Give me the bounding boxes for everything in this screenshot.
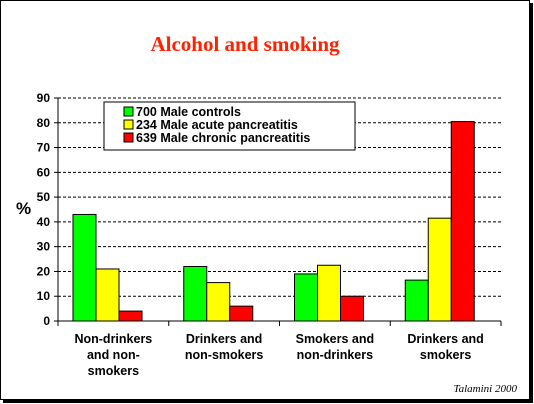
x-category-label: Non-drinkers [74,332,152,346]
source-note: Talamini 2000 [454,383,518,395]
x-category-labels: Non-drinkers and non-smokers Drinkers and n… [74,332,483,378]
y-tick-label: 60 [37,165,51,179]
x-category-label: non-drinkers [297,348,373,362]
bar [317,264,341,322]
bar [118,310,143,322]
y-tick-labels: 0 10 20 30 40 50 60 70 80 90 [37,91,51,328]
x-category-label: non-smokers [185,348,264,362]
bar [340,295,364,322]
chart-title: Alcohol and smoking [150,32,340,56]
x-category-label: Drinkers and [186,332,262,346]
x-category-label: and non- [87,348,140,362]
legend-swatch [123,132,134,143]
legend-label: 700 Male controls [136,105,241,119]
x-category-label: Drinkers and [407,332,483,346]
x-category-label: Smokers and [296,332,375,346]
legend-box [103,101,356,151]
y-tick-label: 90 [37,91,51,105]
y-tick-label: 50 [37,190,51,204]
legend-swatch [123,106,134,117]
y-tick-label: 80 [37,116,51,130]
bar [206,282,231,322]
bar [450,121,475,322]
y-tick-label: 30 [37,240,51,254]
legend-label: 639 Male chronic pancreatitis [136,131,310,145]
y-tick-label: 70 [37,141,51,155]
y-axis-label: % [16,199,31,218]
x-category-label: smokers [420,348,471,362]
bar [427,217,452,322]
y-tick-label: 20 [37,264,51,278]
x-category-label: smokers [88,364,139,378]
bar [294,273,318,322]
bar [183,265,208,322]
bar [95,268,120,322]
axes [57,98,502,326]
y-tick-label: 10 [37,289,51,303]
legend-label: 234 Male acute pancreatitis [136,118,298,132]
y-tick-label: 0 [43,314,50,328]
bar [229,305,254,322]
bars [72,121,475,322]
bar [72,213,97,322]
y-tick-label: 40 [37,215,51,229]
legend-swatch [123,119,134,130]
bar [404,279,429,322]
